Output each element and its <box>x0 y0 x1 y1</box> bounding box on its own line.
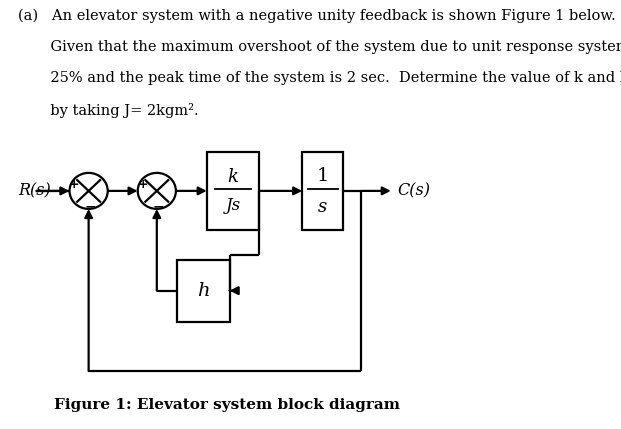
Bar <box>177 260 230 322</box>
Text: 25% and the peak time of the system is 2 sec.  Determine the value of k and h,: 25% and the peak time of the system is 2… <box>18 71 621 85</box>
Text: +: + <box>69 178 79 191</box>
Text: k: k <box>227 168 238 186</box>
Text: 1: 1 <box>317 167 329 185</box>
Text: Figure 1: Elevator system block diagram: Figure 1: Elevator system block diagram <box>54 398 401 412</box>
Bar <box>207 152 259 230</box>
Text: s: s <box>318 198 327 216</box>
Text: Given that the maximum overshoot of the system due to unit response system is: Given that the maximum overshoot of the … <box>18 40 621 54</box>
Text: R(s): R(s) <box>18 182 51 199</box>
Bar <box>302 152 343 230</box>
Circle shape <box>70 173 107 209</box>
Text: Js: Js <box>225 197 240 214</box>
Circle shape <box>138 173 176 209</box>
Text: −: − <box>84 199 96 213</box>
Text: C(s): C(s) <box>397 182 431 199</box>
Text: h: h <box>197 282 210 299</box>
Text: (a)   An elevator system with a negative unity feedback is shown Figure 1 below.: (a) An elevator system with a negative u… <box>18 9 616 23</box>
Text: by taking J= 2kgm².: by taking J= 2kgm². <box>18 103 199 118</box>
Text: +: + <box>137 178 148 191</box>
Text: −: − <box>153 199 165 213</box>
